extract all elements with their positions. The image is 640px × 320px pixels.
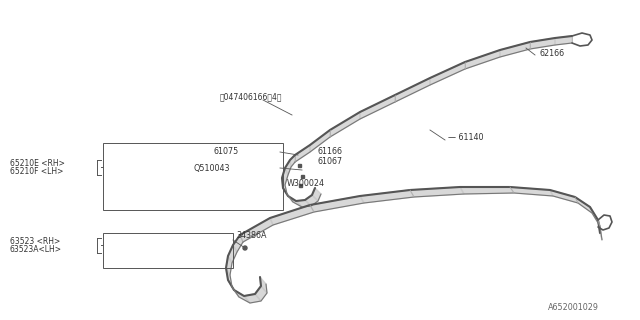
Polygon shape: [590, 207, 600, 226]
Polygon shape: [598, 220, 602, 240]
Bar: [103, 143, 283, 210]
Polygon shape: [460, 187, 514, 194]
Polygon shape: [360, 95, 395, 119]
Bar: [103, 233, 233, 268]
Text: 61075: 61075: [214, 148, 239, 156]
Text: A652001029: A652001029: [548, 303, 599, 313]
Bar: [298, 164, 301, 166]
Bar: [301, 174, 303, 178]
Polygon shape: [465, 50, 500, 69]
Polygon shape: [510, 187, 553, 196]
Polygon shape: [500, 42, 530, 57]
Polygon shape: [290, 155, 295, 167]
Circle shape: [243, 246, 247, 250]
Polygon shape: [395, 78, 430, 102]
Polygon shape: [228, 280, 239, 297]
Text: Ⓢ047406166（4）: Ⓢ047406166（4）: [220, 92, 282, 101]
Polygon shape: [282, 168, 288, 185]
Polygon shape: [310, 130, 330, 152]
Polygon shape: [240, 218, 273, 242]
Text: 63523 <RH>: 63523 <RH>: [10, 236, 60, 245]
Polygon shape: [244, 294, 261, 303]
Polygon shape: [296, 200, 311, 207]
Polygon shape: [234, 290, 250, 303]
Text: — 61140: — 61140: [448, 133, 483, 142]
Polygon shape: [288, 196, 302, 207]
Polygon shape: [228, 245, 237, 263]
Polygon shape: [226, 268, 232, 287]
Polygon shape: [330, 112, 360, 137]
Polygon shape: [575, 197, 592, 213]
Polygon shape: [226, 256, 232, 275]
Polygon shape: [555, 36, 572, 45]
Text: W300024: W300024: [287, 179, 325, 188]
Polygon shape: [430, 62, 465, 85]
Text: 61166: 61166: [317, 148, 342, 156]
Text: 65210E <RH>: 65210E <RH>: [10, 158, 65, 167]
Polygon shape: [270, 205, 314, 225]
Polygon shape: [410, 187, 464, 197]
Text: 62166: 62166: [540, 49, 565, 58]
Polygon shape: [360, 190, 414, 203]
Polygon shape: [310, 196, 364, 212]
Polygon shape: [285, 160, 291, 175]
Text: 65210F <LH>: 65210F <LH>: [10, 167, 63, 177]
Polygon shape: [233, 235, 243, 252]
Polygon shape: [530, 38, 555, 49]
Polygon shape: [260, 277, 267, 293]
Text: 63523A<LH>: 63523A<LH>: [10, 245, 62, 254]
Text: 34386A: 34386A: [236, 230, 266, 239]
Polygon shape: [283, 188, 293, 202]
Polygon shape: [305, 195, 318, 206]
Polygon shape: [282, 178, 287, 194]
Polygon shape: [255, 286, 267, 301]
Polygon shape: [295, 145, 310, 162]
Bar: [298, 183, 301, 187]
Text: 61067: 61067: [317, 156, 342, 165]
Text: Q510043: Q510043: [193, 164, 230, 172]
Polygon shape: [550, 190, 578, 203]
Polygon shape: [312, 188, 321, 201]
